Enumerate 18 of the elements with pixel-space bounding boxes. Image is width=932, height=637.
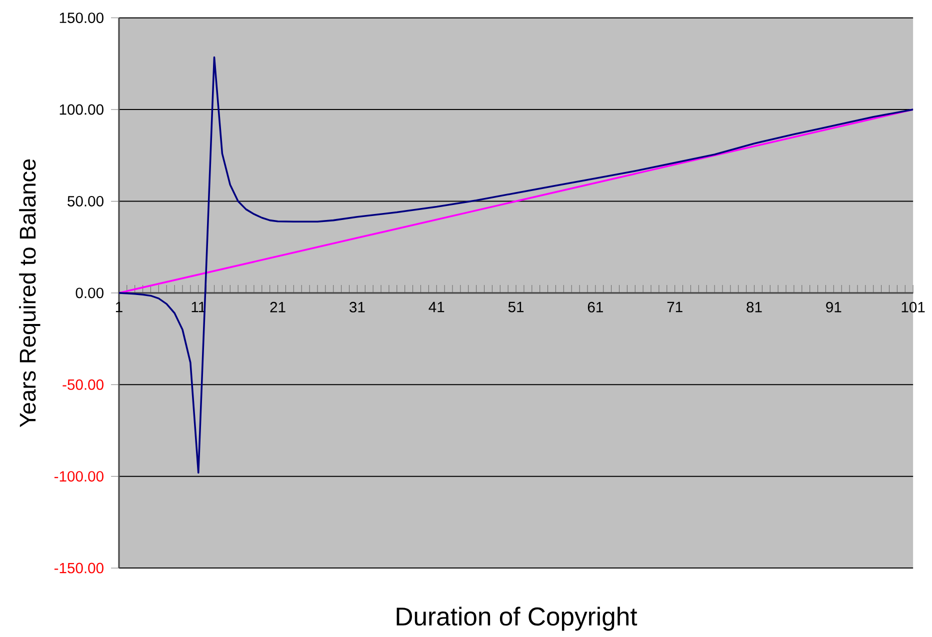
y-tick-label: -100.00 — [54, 470, 104, 482]
x-tick-label: 41 — [428, 302, 444, 312]
y-tick-label: 50.00 — [68, 196, 104, 206]
x-tick-label: 61 — [588, 302, 603, 312]
x-axis-title: Duration of Copyright — [396, 606, 638, 631]
x-tick-label: 71 — [667, 302, 682, 312]
x-tick-label: 31 — [350, 302, 365, 312]
x-tick-label: 101 — [902, 302, 925, 312]
y-tick-label: -150.00 — [54, 562, 104, 574]
x-tick-label: 21 — [270, 302, 286, 312]
x-tick-label: 91 — [826, 302, 842, 312]
y-axis-title: Years Required to Balance — [19, 159, 40, 428]
y-tick-label: 0.00 — [76, 288, 104, 298]
x-tick-label: 51 — [508, 302, 524, 312]
y-tick-label: 150.00 — [60, 12, 104, 23]
y-tick-label: 100.00 — [60, 104, 104, 115]
x-tick-label: 81 — [746, 302, 762, 312]
y-tick-label: -50.00 — [62, 379, 104, 390]
